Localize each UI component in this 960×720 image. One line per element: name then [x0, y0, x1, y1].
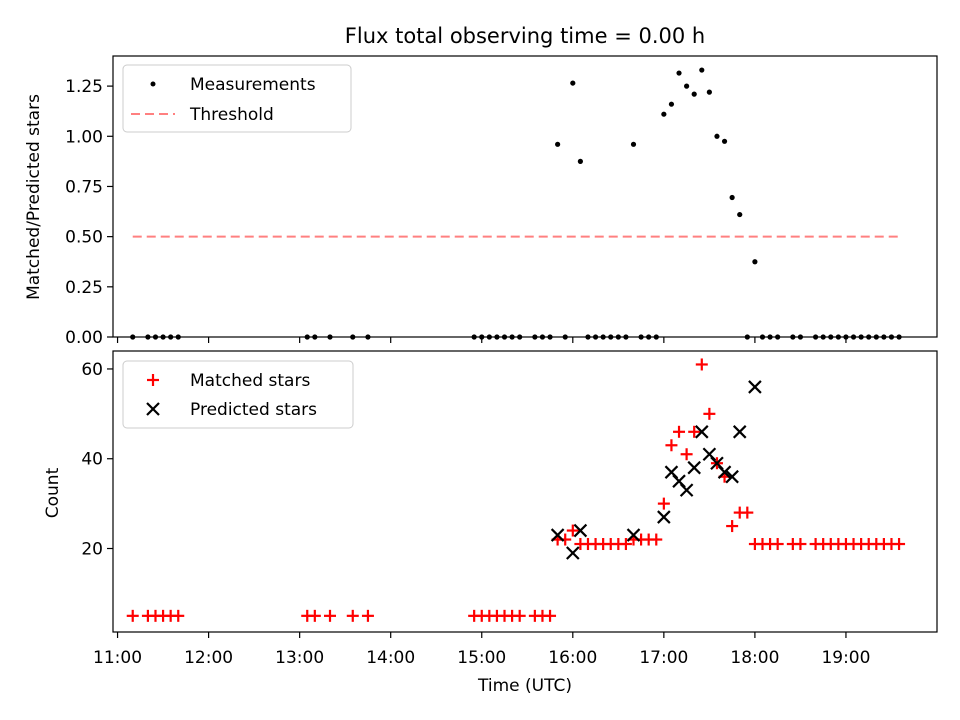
matched-star-point — [650, 533, 663, 546]
count-series — [126, 358, 906, 622]
matched-star-point — [566, 524, 579, 537]
matched-star-point — [695, 358, 708, 371]
y-tick-label: 1.00 — [65, 127, 103, 147]
bottom-plot-frame — [112, 350, 938, 633]
legend-label-predicted: Predicted stars — [190, 400, 317, 420]
top-legend-box — [122, 64, 352, 133]
x-axis-label: Time (UTC) — [477, 676, 572, 696]
predicted-star-point — [626, 528, 641, 542]
y-tick-label: 0.25 — [65, 278, 103, 298]
legend-marker-matched — [147, 374, 159, 386]
x-tick-label: 12:00 — [184, 648, 233, 668]
predicted-star-point — [687, 460, 701, 475]
y-tick-label: 0.50 — [65, 228, 103, 248]
matched-star-point — [771, 538, 784, 551]
matched-star-point — [126, 609, 139, 622]
matched-star-point — [544, 609, 557, 622]
matched-star-point — [346, 609, 359, 622]
x-tick-label: 17:00 — [639, 648, 688, 668]
predicted-star-point — [695, 425, 709, 439]
x-tick-label: 14:00 — [366, 648, 415, 668]
x-tick-label: 18:00 — [730, 648, 779, 668]
matched-star-point — [308, 609, 321, 622]
top-legend: Measurements Threshold — [122, 64, 352, 133]
matched-star-point — [680, 448, 693, 461]
measurement-point — [668, 101, 675, 107]
legend-label-measurements: Measurements — [190, 75, 316, 95]
bottom-legend: Matched stars Predicted stars — [122, 360, 354, 429]
y-tick-label: 0.75 — [65, 177, 103, 197]
measurement-point — [676, 70, 682, 76]
x-tick-label: 15:00 — [457, 648, 506, 668]
measurement-point — [577, 158, 583, 164]
chart-title: Flux total observing time = 0.00 h — [345, 24, 705, 48]
matched-star-point — [657, 497, 670, 510]
measurement-point — [729, 194, 735, 201]
measurement-point — [714, 133, 720, 139]
predicted-star-point — [679, 483, 694, 497]
y-tick-label: 0.00 — [65, 328, 103, 348]
matched-star-point — [726, 520, 739, 533]
matched-star-point — [619, 538, 632, 551]
y-tick-label: 20 — [81, 540, 103, 560]
matched-star-point — [794, 538, 807, 551]
top-y-axis-label: Matched/Predicted stars — [24, 94, 44, 300]
matched-star-point — [703, 407, 716, 420]
bottom-x-axis: 11:00 12:00 13:00 14:00 15:00 16:00 17:00 18:00… — [93, 632, 870, 668]
measurement-point — [721, 138, 728, 144]
x-tick-label: 16:00 — [548, 648, 597, 668]
predicted-star-point — [748, 380, 762, 394]
matched-star-point — [361, 609, 374, 622]
predicted-star-point — [725, 469, 739, 484]
top-x-axis — [116, 337, 847, 343]
measurement-point — [706, 89, 712, 95]
legend-marker-measurements — [150, 81, 156, 87]
measurement-point — [737, 211, 743, 218]
matched-star-point — [893, 538, 906, 551]
matched-star-point — [741, 506, 754, 519]
measurement-point — [630, 141, 637, 147]
bottom-legend-box — [122, 360, 354, 429]
measurement-point — [570, 80, 576, 86]
predicted-star-point — [717, 465, 732, 479]
predicted-star-point — [732, 425, 747, 439]
bottom-y-axis: 20 40 60 — [81, 360, 113, 560]
y-tick-label: 40 — [81, 450, 103, 470]
predicted-star-point — [573, 523, 588, 538]
matched-star-point — [688, 425, 701, 438]
predicted-star-point — [550, 528, 565, 542]
bottom-panel: 20 40 60 11:00 12:00 13:00 14:00 15:00 16:00 17:… — [43, 350, 938, 696]
matched-star-point — [673, 425, 686, 438]
matched-star-point — [324, 609, 337, 622]
matched-star-point — [665, 439, 678, 452]
measurement-point — [684, 83, 690, 89]
top-panel: Flux total observing time = 0.00 h 0.000… — [24, 24, 938, 348]
x-tick-label: 13:00 — [275, 648, 324, 668]
y-tick-label: 1.25 — [65, 77, 103, 97]
x-tick-label: 19:00 — [821, 648, 870, 668]
measurement-point — [691, 91, 697, 97]
bottom-y-axis-label: Count — [43, 467, 63, 518]
y-tick-label: 60 — [81, 360, 103, 380]
measurement-point — [555, 141, 561, 147]
matched-star-point — [513, 609, 526, 622]
legend-label-matched: Matched stars — [190, 371, 310, 391]
x-tick-label: 11:00 — [93, 648, 142, 668]
legend-label-threshold: Threshold — [189, 105, 274, 125]
matched-star-point — [172, 609, 185, 622]
legend-marker-predicted — [146, 402, 160, 416]
top-plot-frame — [112, 55, 938, 338]
measurement-point — [661, 111, 667, 117]
measurement-point — [699, 67, 705, 73]
predicted-star-point — [566, 546, 580, 560]
top-y-axis: 0.00 0.25 0.50 0.75 1.00 1.25 — [65, 77, 113, 348]
measurement-point — [752, 259, 758, 265]
predicted-star-point — [657, 510, 671, 524]
